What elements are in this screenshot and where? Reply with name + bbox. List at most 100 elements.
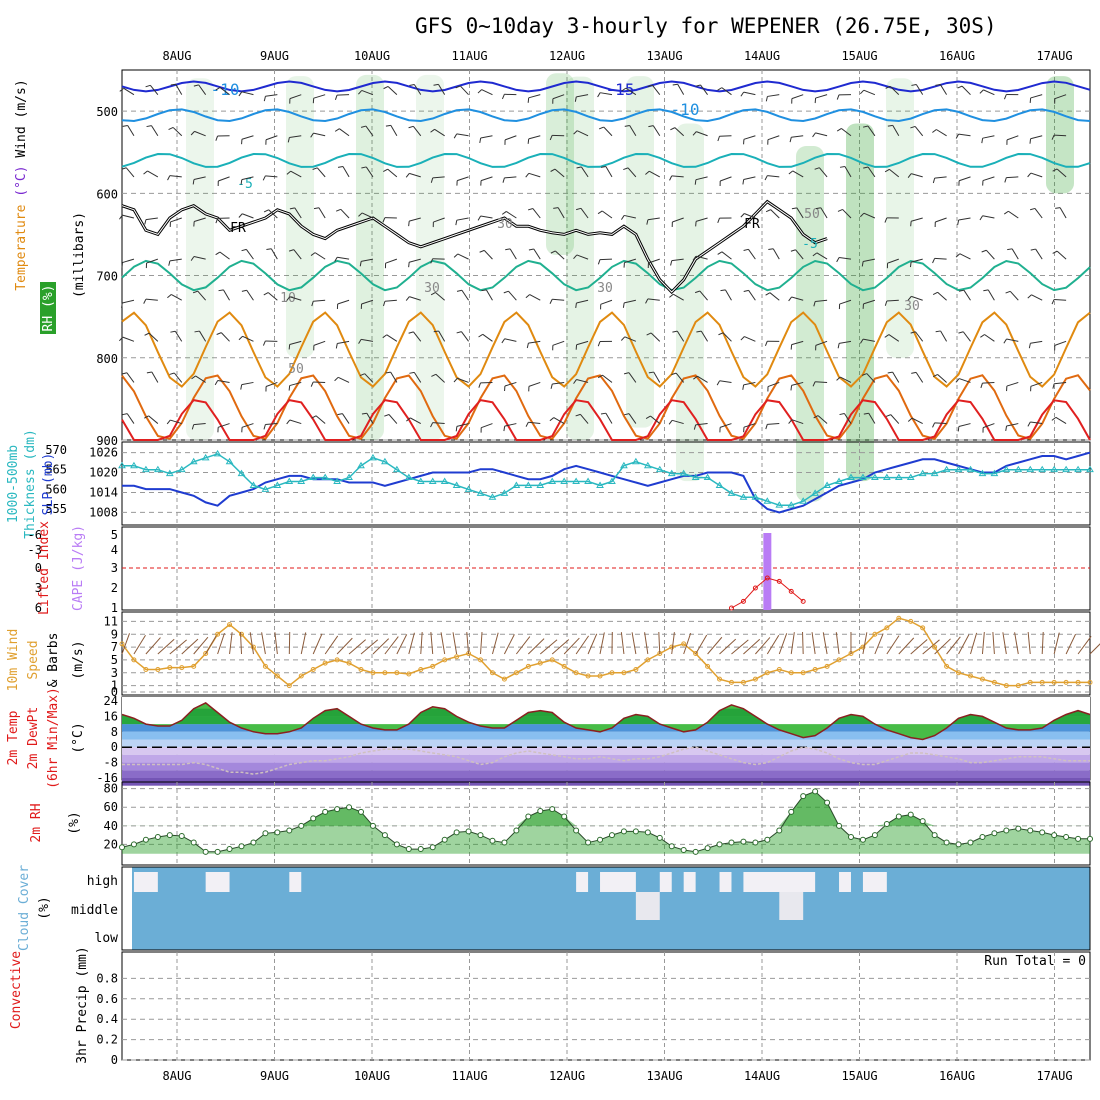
wind-barb [743, 91, 756, 96]
bottom-day-label: 12AUG [549, 1069, 585, 1083]
wind-barb-flag [527, 208, 534, 211]
wind-barb-flag [717, 251, 723, 255]
wind-barb-flag [121, 302, 123, 309]
wind-barb-flag [837, 208, 843, 212]
wind-barb [435, 292, 445, 301]
wind-barb [197, 290, 207, 301]
rh2m-point [1063, 833, 1070, 840]
thickness-point [201, 453, 210, 461]
slp-line [122, 451, 1091, 514]
contour-label: 30 [497, 217, 513, 232]
cape-tick-label: 5 [111, 528, 118, 542]
wind-barb-flag [528, 248, 534, 251]
wind-speed-point [346, 660, 352, 666]
upper-air-ylabel-part: Temperature [14, 197, 29, 291]
wind-barb [390, 125, 398, 137]
wind-barb-flag [717, 218, 720, 224]
wind-barb [1009, 290, 1019, 301]
wind-barb [605, 166, 613, 178]
wind-barb [577, 130, 589, 137]
wind-barb-flag [263, 209, 269, 213]
wind-barb [390, 371, 398, 383]
wind-barb-flag [648, 371, 654, 374]
wind-barb-flag [358, 90, 363, 95]
lifted-index-point [776, 578, 782, 584]
wind-barb-flag [791, 207, 797, 210]
wind-barb [289, 381, 302, 387]
lifted-index-line [731, 577, 804, 609]
thickness-point [954, 465, 963, 473]
wind-barb [170, 419, 182, 425]
wind-barb [504, 423, 517, 427]
wind-barb [122, 258, 135, 264]
wind-barb-flag [502, 177, 505, 183]
wind-barb [886, 299, 899, 302]
rh2m-point [585, 839, 592, 846]
bottom-day-label: 16AUG [939, 1069, 975, 1083]
wind-barb [173, 372, 183, 383]
rh2m-point [453, 829, 460, 836]
wind-barb [652, 84, 661, 95]
wind-barb [433, 217, 445, 223]
wind-barb-flag [170, 330, 176, 333]
wind-barb-flag [359, 261, 362, 267]
wind-barb [1006, 338, 1019, 342]
wind-speed-point [705, 663, 711, 669]
wind-barb-flag [121, 167, 127, 170]
wind-barb-flag [932, 258, 936, 264]
wind-barb [624, 214, 636, 219]
li-tick-label: 6 [35, 601, 42, 615]
rh2m-point [859, 836, 866, 843]
rh2m-point [1051, 832, 1058, 839]
wind-barb-flag [167, 175, 171, 181]
wind-barb [868, 412, 876, 424]
wind-barb [863, 212, 876, 219]
rh2m-point [381, 832, 388, 839]
temp-band [122, 762, 1090, 771]
wind-barb-flag [765, 424, 768, 430]
cape-ylabel-part: CAPE (J/kg) [71, 525, 86, 611]
temp-band [122, 747, 1090, 755]
rh2m-point [764, 836, 771, 843]
wind-barb [890, 414, 900, 424]
wind-barb-flag [692, 255, 697, 261]
wind-speed-point [322, 660, 328, 666]
top-day-label: 12AUG [549, 49, 585, 63]
wind-barb-flag [263, 424, 266, 430]
wind-barb-flag [550, 250, 556, 254]
cape-tick-label: 2 [111, 581, 118, 595]
wind-barb-flag [836, 128, 842, 132]
wind-barb-flag [191, 375, 196, 380]
wind-speed-point [454, 654, 460, 660]
thickness-point [237, 469, 246, 477]
thickness-point [548, 477, 557, 484]
wind-barb [218, 423, 230, 428]
cloud-level-label: middle [71, 903, 118, 918]
thickness-point [1038, 465, 1047, 473]
wind-barb [982, 381, 995, 384]
wind-barb-flag [360, 125, 367, 128]
rh-shading [286, 76, 314, 358]
thickness-point [655, 465, 664, 473]
cloud-clear-high [743, 872, 816, 892]
wind-barb [1054, 340, 1067, 346]
rh2m-point [883, 820, 890, 827]
thickness-point [1062, 465, 1070, 473]
wind-barb-flag [361, 412, 367, 415]
precip-tick-label: 0.8 [96, 971, 118, 985]
thickness-point [667, 469, 676, 477]
wind-barb [294, 207, 302, 219]
wind-speed-point [812, 667, 818, 673]
wind-barb [911, 295, 923, 301]
wind-barb [791, 340, 804, 346]
wind-barb [409, 258, 421, 263]
wind-barb [217, 380, 230, 383]
wind-barb-flag [624, 413, 630, 416]
wind-barb [695, 176, 708, 181]
wind-barb-flag [645, 170, 650, 175]
surface-wind-barb [217, 632, 225, 655]
wind-barb-flag [647, 84, 653, 88]
thickness-point [1026, 465, 1035, 473]
thickness-point [285, 477, 294, 484]
